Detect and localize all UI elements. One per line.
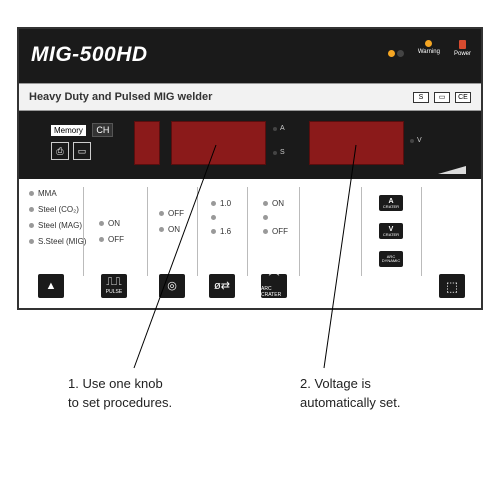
mode-co2: Steel (CO₂) — [38, 205, 79, 214]
voltage-display — [309, 121, 404, 165]
mode-mma: MMA — [38, 189, 57, 198]
amperage-display — [171, 121, 266, 165]
amp-indicator: A — [273, 125, 285, 132]
arc-crater-button[interactable]: ⌒ARC CRATER — [261, 274, 287, 298]
status-leds: Warning Power — [388, 40, 471, 57]
dial-options: OFF ON — [159, 209, 184, 241]
top-bar: MIG-500HD Warning Power — [19, 29, 481, 83]
warning-led-icon — [425, 40, 432, 47]
callout-2: 2. Voltage is automatically set. — [300, 375, 400, 413]
wire-feed-button[interactable]: ø⇄ — [209, 274, 235, 298]
volt-indicator: V — [410, 137, 422, 144]
wire-options: 1.0 1.6 — [211, 199, 231, 243]
memory-label: Memory — [51, 125, 86, 136]
pulse-options: ON OFF — [99, 219, 124, 251]
gas-check-button[interactable]: ⬚ — [439, 274, 465, 298]
mode-up-button[interactable]: ▲ — [38, 274, 64, 298]
power-led-icon — [459, 40, 466, 49]
memory-block: Memory CH ⎙ ▭ — [51, 120, 113, 160]
power-label: Power — [454, 51, 471, 57]
model-number: MIG-500HD — [31, 43, 148, 67]
mode-list: MMA Steel (CO₂) Steel (MAG) S.Steel (MIG… — [29, 189, 86, 253]
cert-icons: S ▭ CE — [413, 92, 471, 103]
a-crater-button[interactable]: ACRATER — [379, 195, 403, 211]
welder-control-panel: MIG-500HD Warning Power Heavy Duty and P… — [17, 27, 483, 310]
dial-button[interactable]: ◎ — [159, 274, 185, 298]
pulse-button[interactable]: ⎍⎍PULSE — [101, 274, 127, 298]
arc-dynamic-button[interactable]: ARCDYNAMIC — [379, 251, 403, 267]
warning-led-icon — [388, 50, 395, 57]
led-dot-icon — [397, 50, 404, 57]
cert-ce-icon: CE — [455, 92, 471, 103]
channel-label: CH — [92, 123, 113, 137]
memory-recall-button[interactable]: ▭ — [73, 142, 91, 160]
cert-s-icon: S — [413, 92, 429, 103]
warning-label: Warning — [418, 49, 440, 55]
sec-indicator: S — [273, 149, 285, 156]
display-section: Memory CH ⎙ ▭ A S V — [19, 111, 481, 179]
level-triangle-icon — [438, 166, 466, 174]
callout-1: 1. Use one knob to set procedures. — [68, 375, 172, 413]
mode-mag: Steel (MAG) — [38, 221, 82, 230]
memory-save-button[interactable]: ⎙ — [51, 142, 69, 160]
subtitle-stripe: Heavy Duty and Pulsed MIG welder S ▭ CE — [19, 83, 481, 111]
channel-display — [134, 121, 160, 165]
arc-options: ON OFF — [263, 199, 288, 243]
subtitle: Heavy Duty and Pulsed MIG welder — [29, 91, 212, 103]
mode-mig: S.Steel (MIG) — [38, 237, 86, 246]
cert-manual-icon: ▭ — [434, 92, 450, 103]
v-crater-button[interactable]: VCRATER — [379, 223, 403, 239]
controls-section: MMA Steel (CO₂) Steel (MAG) S.Steel (MIG… — [19, 179, 481, 308]
